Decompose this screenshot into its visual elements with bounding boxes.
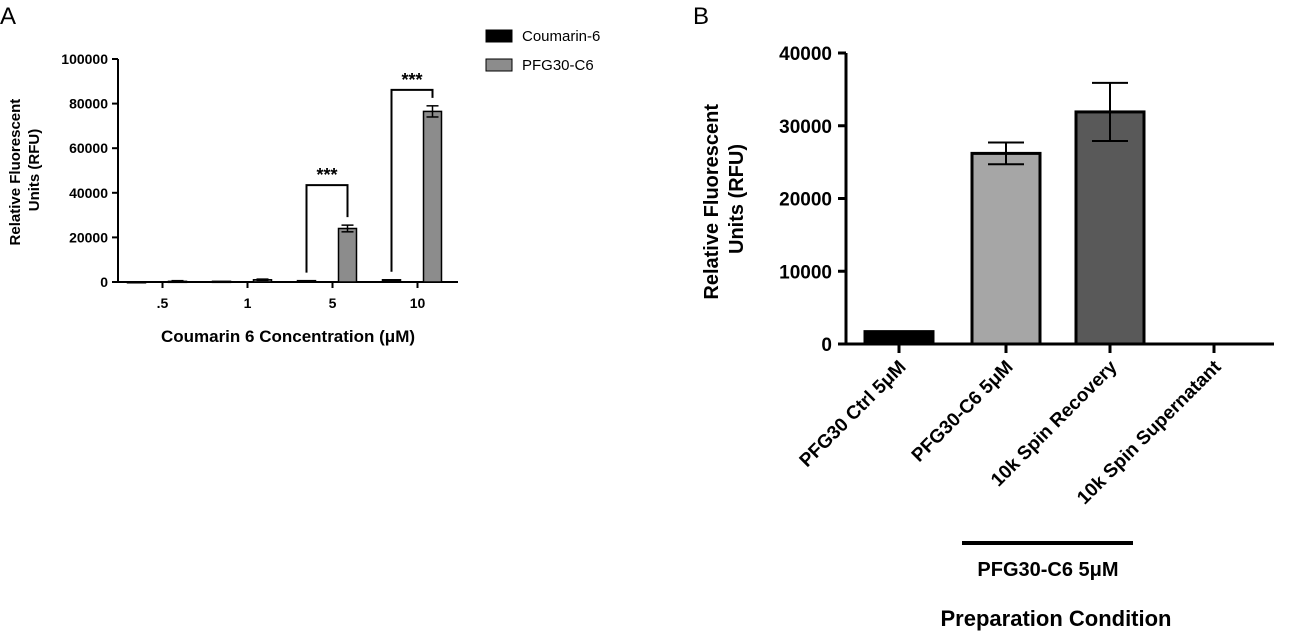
panel-a-legend-swatch: [485, 29, 513, 43]
panel-a-label: A: [0, 3, 16, 30]
panel-a-bar: [296, 279, 317, 283]
panel-a-bar: [422, 110, 443, 283]
panel-b-y-axis-label-line1: Relative Fluorescent: [701, 104, 723, 300]
panel-b-group-label: PFG30-C6 5μM: [977, 559, 1118, 581]
panel-a-x-axis-label: Coumarin 6 Concentration (μM): [161, 327, 415, 346]
panel-a-significance-stars: ***: [316, 165, 337, 185]
panel-a-x-tick-label: 1: [244, 295, 252, 311]
panel-b-y-tick-label: 20000: [779, 190, 832, 211]
panel-a-significance-bracket: [390, 88, 434, 272]
panel-b-y-tick-label: 10000: [779, 262, 832, 283]
panel-a-y-axis-label-line2: Units (RFU): [26, 129, 43, 212]
panel-a-significance: *** ***: [305, 70, 434, 273]
panel-a-bar: [381, 279, 402, 283]
panel-a-legend-swatch: [485, 58, 513, 72]
panel-b-bar: [1074, 110, 1146, 346]
panel-a-bar: [211, 280, 232, 284]
panel-b-y-tick-label: 40000: [779, 44, 832, 65]
panel-a-y-axis-label-line1: Relative Fluorescent: [7, 99, 24, 246]
panel-a-x-tick-label: 5: [329, 295, 337, 311]
panel-a-y-axis-label: Relative Fluorescent Units (RFU): [7, 95, 43, 246]
panel-b-axes: [844, 53, 1274, 346]
panel-a: A 0 20000 40000 60000 80000 100000 .5 1 5 10 ***…: [0, 3, 600, 346]
panel-a-y-tick-label: 100000: [61, 51, 108, 67]
panel-a-y-tick-label: 80000: [69, 96, 108, 112]
panel-a-y-tick-label: 20000: [69, 229, 108, 245]
panel-b-x-tick-label: PFG30 Ctrl 5μM: [796, 357, 911, 472]
panel-b-x-tick-label: PFG30-C6 5μM: [908, 357, 1018, 467]
panel-a-x-ticks: .5 1 5 10: [157, 282, 426, 311]
panel-a-x-tick-label: 10: [410, 295, 426, 311]
panel-a-bars: [126, 105, 443, 284]
panel-b-bar: [970, 151, 1042, 346]
panel-a-significance-stars: ***: [401, 70, 422, 90]
panel-a-x-tick-label: .5: [157, 295, 169, 311]
panel-b-label: B: [693, 3, 709, 30]
panel-a-axes: [117, 59, 458, 283]
panel-a-legend-label: Coumarin-6: [522, 28, 600, 45]
panel-a-bar: [126, 281, 147, 284]
panel-b-y-axis-label-line2: Units (RFU): [726, 144, 748, 254]
panel-a-significance-bracket: [305, 184, 349, 273]
panel-b-bar: [863, 330, 935, 346]
panel-b-x-axis-label: Preparation Condition: [941, 606, 1172, 631]
panel-b-bars: [863, 81, 1146, 346]
panel-b-y-ticks: 0 10000 20000 30000 40000: [779, 44, 846, 356]
panel-b-y-tick-label: 0: [821, 335, 832, 356]
panel-b-y-axis-label: Relative Fluorescent Units (RFU): [701, 98, 748, 299]
panel-b-y-tick-label: 30000: [779, 117, 832, 138]
panel-a-legend-label: PFG30-C6: [522, 57, 594, 74]
panel-a-y-tick-label: 60000: [69, 140, 108, 156]
panel-a-y-ticks: 0 20000 40000 60000 80000 100000: [61, 51, 118, 290]
panel-a-bar: [337, 227, 358, 283]
panel-a-y-tick-label: 0: [100, 274, 108, 290]
panel-a-legend: Coumarin-6 PFG30-C6: [485, 28, 600, 74]
panel-a-y-tick-label: 40000: [69, 185, 108, 201]
